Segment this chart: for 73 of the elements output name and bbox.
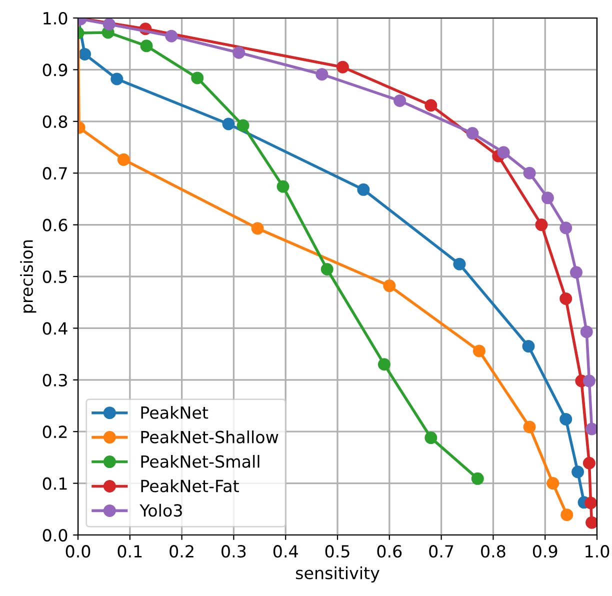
y-tick-label: 0.8 (42, 115, 68, 128)
y-axis-title: precision (20, 240, 36, 313)
point (523, 166, 536, 180)
point (580, 326, 593, 338)
legend-label: Yolo3 (140, 504, 182, 517)
point (394, 94, 406, 107)
point (383, 280, 396, 292)
point (541, 192, 554, 204)
point (586, 422, 597, 436)
point (117, 153, 130, 166)
point (570, 266, 582, 279)
point (165, 30, 178, 42)
point (546, 477, 560, 490)
point (222, 118, 235, 130)
x-tick-label: 0.5 (325, 545, 350, 558)
point (140, 40, 153, 52)
point (102, 18, 116, 30)
point (522, 340, 535, 353)
point (582, 456, 596, 470)
legend-label: PeakNet-Shallow (141, 430, 278, 444)
point (560, 222, 572, 234)
point (523, 420, 536, 434)
x-tick-label: 0.0 (66, 545, 90, 558)
point (357, 183, 370, 196)
x-tick-label: 0.8 (481, 545, 506, 558)
y-tick-label: 0.7 (42, 167, 67, 180)
point (251, 222, 264, 235)
y-tick-label: 0.3 (42, 374, 67, 386)
legend-label: PeakNet (141, 406, 208, 419)
x-tick-label: 0.9 (532, 545, 558, 558)
point (424, 99, 438, 112)
point (424, 432, 438, 444)
y-tick-label: 1.0 (44, 12, 68, 25)
point (336, 60, 349, 74)
x-tick-label: 1.0 (586, 545, 610, 558)
point (572, 466, 584, 478)
y-tick-label: 0.5 (42, 270, 67, 284)
x-tick-label: 0.7 (429, 545, 454, 558)
point (466, 127, 479, 140)
x-tick-label: 0.4 (273, 545, 298, 558)
point (110, 72, 124, 86)
point (584, 496, 597, 510)
point (320, 263, 334, 276)
point (535, 218, 548, 232)
point (191, 72, 204, 84)
point (560, 292, 572, 305)
x-tick-label: 0.3 (222, 545, 246, 558)
point (232, 46, 246, 59)
point (316, 68, 328, 81)
x-axis-title: sensitivity (296, 566, 380, 583)
point (471, 472, 484, 485)
x-tick-label: 0.1 (118, 545, 142, 558)
point (378, 358, 390, 371)
point (560, 508, 574, 522)
y-tick-label: 0.2 (42, 426, 67, 438)
point (582, 374, 596, 388)
point (78, 48, 91, 60)
x-tick-label: 0.2 (170, 545, 194, 558)
legend-label: PeakNet-Small (141, 454, 260, 468)
x-tick-label: 0.6 (377, 545, 402, 558)
legend-label: PeakNet-Fat (141, 479, 239, 492)
y-tick-label: 0.4 (42, 322, 68, 335)
point (236, 119, 250, 132)
y-tick-label: 0.1 (42, 477, 67, 490)
point (586, 516, 597, 529)
point (453, 258, 466, 270)
y-tick-label: 0.6 (42, 218, 68, 232)
point (497, 146, 510, 159)
y-tick-label: 0.0 (42, 528, 68, 542)
point (276, 180, 290, 193)
point (472, 344, 486, 358)
y-tick-label: 0.9 (42, 64, 68, 76)
point (560, 412, 572, 426)
